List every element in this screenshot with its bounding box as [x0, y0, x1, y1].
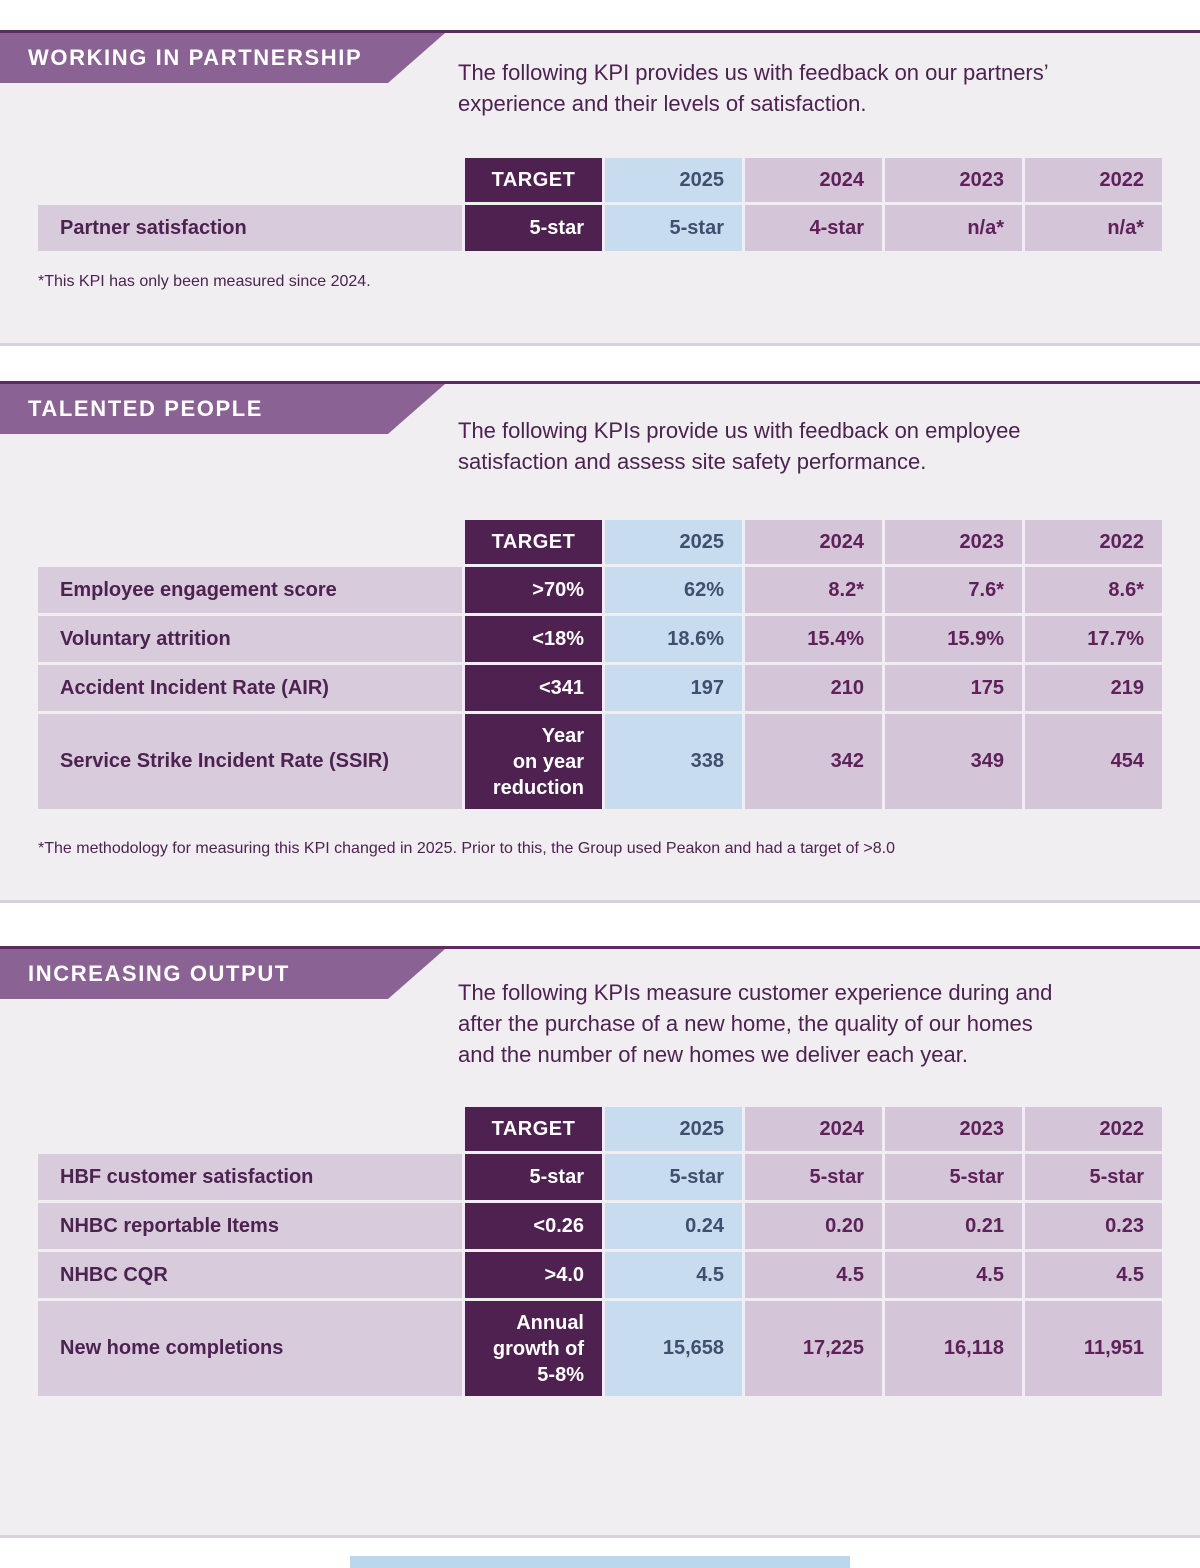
header-spacer — [38, 1107, 462, 1151]
kpi-value-2025: 5-star — [605, 1154, 742, 1200]
column-header-2025: 2025 — [605, 520, 742, 564]
kpi-row-label: NHBC reportable Items — [38, 1203, 462, 1249]
kpi-value-2022: 454 — [1025, 714, 1162, 809]
kpi-value-2024: 210 — [745, 665, 882, 711]
kpi-table-output: TARGET 2025 2024 2023 2022 HBF customer … — [38, 1107, 1162, 1396]
column-header-target: TARGET — [465, 158, 602, 202]
kpi-value-2024: 4.5 — [745, 1252, 882, 1298]
kpi-value-2024: 17,225 — [745, 1301, 882, 1396]
kpi-row-label: HBF customer satisfaction — [38, 1154, 462, 1200]
column-header-2022: 2022 — [1025, 158, 1162, 202]
kpi-target-value: <0.26 — [465, 1203, 602, 1249]
kpi-value-2023: 4.5 — [885, 1252, 1022, 1298]
section-banner-ribbon: INCREASING OUTPUT — [0, 949, 445, 999]
kpi-value-2022: 219 — [1025, 665, 1162, 711]
kpi-row-label: Accident Incident Rate (AIR) — [38, 665, 462, 711]
kpi-value-2024: 5-star — [745, 1154, 882, 1200]
header-spacer — [38, 158, 462, 202]
kpi-value-2024: 8.2* — [745, 567, 882, 613]
column-header-2023: 2023 — [885, 1107, 1022, 1151]
section-title: INCREASING OUTPUT — [28, 961, 290, 986]
kpi-target-value: >70% — [465, 567, 602, 613]
kpi-value-2025: 15,658 — [605, 1301, 742, 1396]
column-header-target: TARGET — [465, 1107, 602, 1151]
column-header-2022: 2022 — [1025, 520, 1162, 564]
kpi-target-value: 5-star — [465, 205, 602, 251]
kpi-value-2024: 342 — [745, 714, 882, 809]
column-header-2025: 2025 — [605, 158, 742, 202]
kpi-target-value: Annual growth of 5-8% — [465, 1301, 602, 1396]
section-intro-text: The following KPI provides us with feedb… — [458, 60, 1049, 116]
kpi-row-label: New home completions — [38, 1301, 462, 1396]
section-increasing-output: INCREASING OUTPUT The following KPIs mea… — [0, 946, 1200, 1538]
kpi-value-2023: 15.9% — [885, 616, 1022, 662]
column-header-target: TARGET — [465, 520, 602, 564]
section-footnote: *The methodology for measuring this KPI … — [38, 840, 895, 857]
kpi-value-2025: 62% — [605, 567, 742, 613]
kpi-target-value: Year on year reduction — [465, 714, 602, 809]
kpi-value-2023: 7.6* — [885, 567, 1022, 613]
kpi-row-label: Employee engagement score — [38, 567, 462, 613]
kpi-table-people: TARGET 2025 2024 2023 2022 Employee enga… — [38, 520, 1162, 809]
kpi-value-2023: n/a* — [885, 205, 1022, 251]
kpi-value-2023: 5-star — [885, 1154, 1022, 1200]
kpi-value-2022: 0.23 — [1025, 1203, 1162, 1249]
kpi-target-value: <18% — [465, 616, 602, 662]
kpi-value-2023: 349 — [885, 714, 1022, 809]
section-title: TALENTED PEOPLE — [28, 396, 264, 421]
kpi-value-2022: 17.7% — [1025, 616, 1162, 662]
kpi-value-2024: 4-star — [745, 205, 882, 251]
section-intro-text: The following KPIs provide us with feedb… — [458, 418, 1021, 474]
next-page-peek-strip — [350, 1556, 850, 1568]
section-title: WORKING IN PARTNERSHIP — [28, 45, 363, 70]
kpi-value-2024: 0.20 — [745, 1203, 882, 1249]
section-working-in-partnership: WORKING IN PARTNERSHIP The following KPI… — [0, 30, 1200, 346]
section-banner-ribbon: WORKING IN PARTNERSHIP — [0, 33, 445, 83]
kpi-value-2025: 4.5 — [605, 1252, 742, 1298]
section-intro-text: The following KPIs measure customer expe… — [458, 980, 1053, 1067]
kpi-value-2022: 8.6* — [1025, 567, 1162, 613]
kpi-value-2025: 0.24 — [605, 1203, 742, 1249]
kpi-value-2022: n/a* — [1025, 205, 1162, 251]
header-spacer — [38, 520, 462, 564]
section-footnote: *This KPI has only been measured since 2… — [38, 273, 371, 290]
kpi-target-value: >4.0 — [465, 1252, 602, 1298]
section-talented-people: TALENTED PEOPLE The following KPIs provi… — [0, 381, 1200, 903]
column-header-2023: 2023 — [885, 158, 1022, 202]
kpi-value-2023: 175 — [885, 665, 1022, 711]
kpi-row-label: Voluntary attrition — [38, 616, 462, 662]
kpi-row-label: Partner satisfaction — [38, 205, 462, 251]
kpi-row-label: NHBC CQR — [38, 1252, 462, 1298]
column-header-2024: 2024 — [745, 1107, 882, 1151]
kpi-value-2023: 16,118 — [885, 1301, 1022, 1396]
section-banner-ribbon: TALENTED PEOPLE — [0, 384, 445, 434]
kpi-value-2022: 4.5 — [1025, 1252, 1162, 1298]
column-header-2024: 2024 — [745, 520, 882, 564]
kpi-value-2025: 197 — [605, 665, 742, 711]
kpi-value-2023: 0.21 — [885, 1203, 1022, 1249]
column-header-2022: 2022 — [1025, 1107, 1162, 1151]
kpi-value-2025: 5-star — [605, 205, 742, 251]
kpi-value-2022: 11,951 — [1025, 1301, 1162, 1396]
kpi-target-value: <341 — [465, 665, 602, 711]
kpi-target-value: 5-star — [465, 1154, 602, 1200]
kpi-value-2025: 338 — [605, 714, 742, 809]
kpi-value-2025: 18.6% — [605, 616, 742, 662]
column-header-2023: 2023 — [885, 520, 1022, 564]
kpi-table-partnership: TARGET 2025 2024 2023 2022 Partner satis… — [38, 158, 1162, 251]
kpi-row-label: Service Strike Incident Rate (SSIR) — [38, 714, 462, 809]
column-header-2024: 2024 — [745, 158, 882, 202]
kpi-value-2022: 5-star — [1025, 1154, 1162, 1200]
column-header-2025: 2025 — [605, 1107, 742, 1151]
kpi-value-2024: 15.4% — [745, 616, 882, 662]
